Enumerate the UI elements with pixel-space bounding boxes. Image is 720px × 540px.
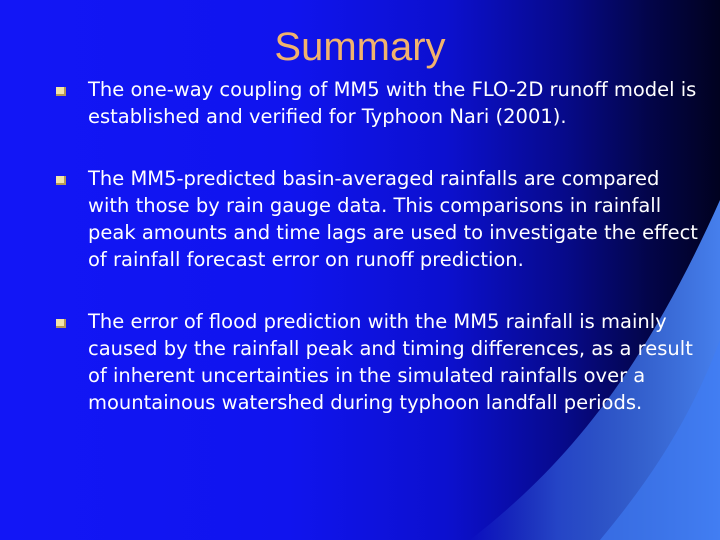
slide-title: Summary	[274, 25, 446, 69]
bullet-text: The error of flood prediction with the M…	[88, 310, 693, 414]
square-bullet-icon	[56, 87, 66, 96]
bullet-text: The MM5-predicted basin-averaged rainfal…	[88, 167, 698, 271]
square-bullet-icon	[56, 319, 66, 328]
bullet-text: The one-way coupling of MM5 with the FLO…	[88, 78, 697, 128]
bullet-item: The MM5-predicted basin-averaged rainfal…	[56, 165, 706, 273]
square-bullet-icon	[56, 176, 66, 185]
bullet-item: The error of flood prediction with the M…	[56, 308, 706, 416]
bullet-item: The one-way coupling of MM5 with the FLO…	[56, 76, 706, 130]
bullet-list: The one-way coupling of MM5 with the FLO…	[56, 76, 706, 416]
